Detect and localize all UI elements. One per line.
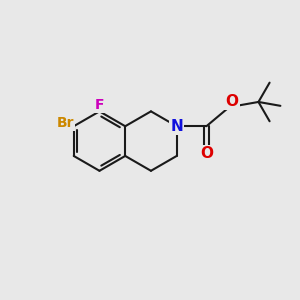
Text: O: O	[200, 146, 213, 161]
Text: Br: Br	[57, 116, 74, 130]
Text: N: N	[170, 119, 183, 134]
Text: F: F	[95, 98, 104, 112]
Text: O: O	[226, 94, 239, 109]
